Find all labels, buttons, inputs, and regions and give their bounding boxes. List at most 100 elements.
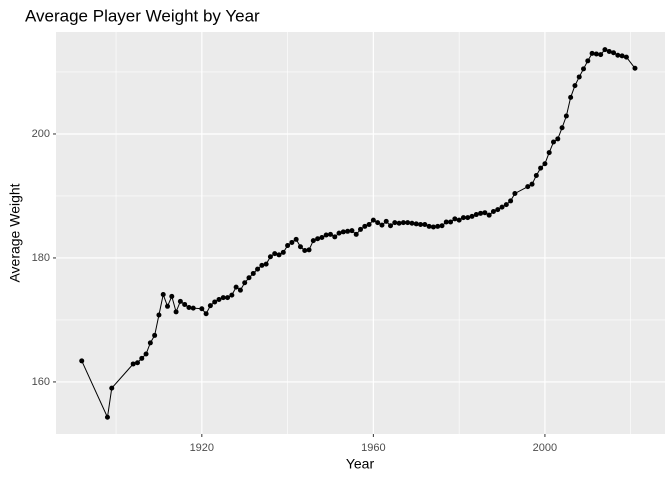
data-point <box>512 190 518 196</box>
data-point <box>259 262 265 268</box>
data-point <box>388 223 394 229</box>
y-tick-label: 160 <box>32 376 50 388</box>
data-point <box>186 305 192 311</box>
data-point <box>593 51 599 57</box>
data-point <box>130 361 136 367</box>
data-point <box>207 303 213 309</box>
data-point <box>392 220 398 226</box>
data-point <box>212 299 218 305</box>
data-point <box>486 212 492 218</box>
data-point <box>456 217 462 223</box>
data-point <box>358 226 363 232</box>
data-point <box>623 54 629 60</box>
data-point <box>478 210 484 216</box>
data-point <box>345 228 351 234</box>
data-point <box>396 220 402 226</box>
data-point <box>199 306 205 312</box>
data-point <box>426 223 432 229</box>
x-tick-label: 1960 <box>361 442 385 454</box>
x-axis-title: Year <box>346 456 375 472</box>
data-point <box>160 292 166 298</box>
y-tick-label: 200 <box>32 128 50 140</box>
data-point <box>409 220 415 226</box>
data-point <box>267 254 273 260</box>
data-point <box>302 248 308 254</box>
data-point <box>563 113 569 119</box>
data-point <box>285 243 291 249</box>
data-point <box>310 238 316 244</box>
y-tick-label: 180 <box>32 252 50 264</box>
chart-title: Average Player Weight by Year <box>25 6 260 25</box>
data-point <box>276 252 282 258</box>
data-point <box>443 219 449 225</box>
data-point <box>602 47 608 53</box>
data-point <box>190 305 196 311</box>
y-axis-title: Average Weight <box>7 183 23 282</box>
data-point <box>555 136 561 142</box>
data-point <box>529 181 535 187</box>
x-tick-label: 1920 <box>190 442 214 454</box>
data-point <box>550 139 556 145</box>
data-point <box>216 296 222 302</box>
data-point <box>559 125 565 131</box>
data-point <box>572 83 578 89</box>
data-point <box>139 355 145 361</box>
data-point <box>379 222 385 228</box>
data-point <box>490 208 496 214</box>
data-point <box>147 340 153 346</box>
data-point <box>280 249 286 255</box>
data-point <box>233 284 239 290</box>
data-point <box>255 266 261 272</box>
data-point <box>435 223 441 229</box>
data-point <box>439 223 445 229</box>
data-point <box>134 360 140 366</box>
data-point <box>293 236 299 242</box>
data-point <box>306 247 312 253</box>
data-point <box>366 221 372 227</box>
data-point <box>203 311 209 317</box>
data-point <box>482 210 488 216</box>
data-point <box>606 49 612 55</box>
data-point <box>332 234 338 240</box>
data-point <box>315 236 321 242</box>
data-point <box>430 224 436 230</box>
data-point <box>568 94 574 100</box>
data-point <box>169 293 175 299</box>
data-point <box>503 202 509 208</box>
data-point <box>538 165 544 171</box>
data-point <box>448 219 454 225</box>
data-point <box>589 50 595 56</box>
data-point <box>109 385 115 391</box>
data-point <box>576 74 582 80</box>
data-point <box>619 53 625 59</box>
data-point <box>242 280 248 286</box>
data-point <box>220 295 226 301</box>
data-point <box>289 239 295 245</box>
data-point <box>460 215 466 221</box>
data-point <box>383 218 389 224</box>
data-point <box>237 287 243 293</box>
data-point <box>370 217 376 223</box>
data-point <box>422 221 428 227</box>
data-point <box>611 50 617 56</box>
data-point <box>473 212 479 218</box>
data-point <box>452 216 458 222</box>
data-point <box>533 173 539 179</box>
data-point <box>229 292 235 298</box>
data-point <box>418 221 424 227</box>
data-point <box>272 251 278 257</box>
data-point <box>297 244 303 250</box>
data-point <box>177 298 183 304</box>
data-point <box>508 198 514 204</box>
data-point <box>173 309 179 315</box>
data-point <box>165 303 171 309</box>
data-point <box>152 332 158 338</box>
data-point <box>581 66 587 72</box>
data-point <box>336 230 342 236</box>
data-point <box>104 414 110 420</box>
data-point <box>525 184 531 190</box>
x-tick-label: 2000 <box>533 442 557 454</box>
data-point <box>375 220 381 226</box>
data-point <box>225 295 231 301</box>
